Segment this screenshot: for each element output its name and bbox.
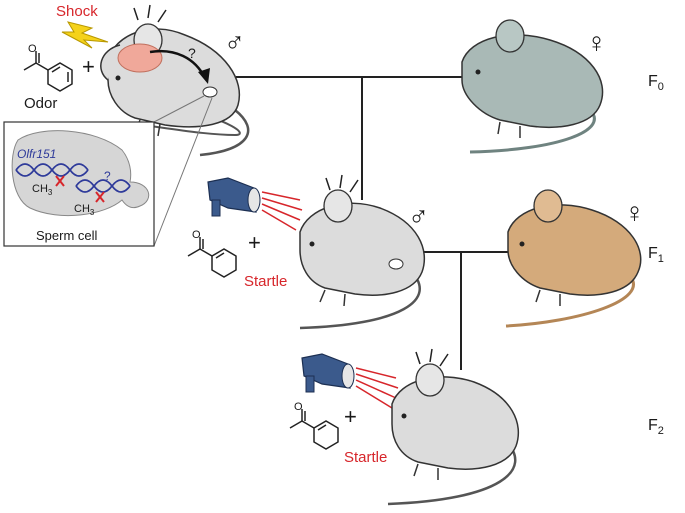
male-symbol-f1: ♂	[408, 201, 429, 232]
sperm-cell-label: Sperm cell	[36, 228, 98, 243]
methyl-label-2: CH3	[74, 203, 95, 217]
lightning-icon	[61, 21, 109, 49]
plus-f0: +	[82, 54, 95, 79]
acetophenone-molecule-icon	[289, 409, 339, 450]
brain-highlight	[117, 43, 163, 73]
generation-f0: F0	[648, 73, 664, 93]
sound-lines-f2	[355, 367, 399, 409]
pedigree-lines	[236, 76, 508, 370]
male-symbol-f0: ♂	[224, 27, 245, 58]
oxygen-atom-f1: O	[192, 229, 201, 241]
shock-label: Shock	[56, 3, 98, 20]
odor-label: Odor	[24, 95, 57, 112]
testis	[202, 86, 218, 98]
brain-question: ?	[188, 45, 196, 61]
acetophenone-molecule-icon	[23, 51, 73, 92]
oxygen-atom: O	[28, 43, 37, 55]
generation-f1: F1	[648, 245, 664, 265]
methyl-marks	[55, 175, 105, 203]
f2-mouse	[387, 348, 520, 506]
f0-male-mouse	[100, 4, 250, 157]
startle-label-f2: Startle	[344, 449, 387, 466]
f1-male-mouse	[299, 174, 426, 330]
methyl-label-1: CH3	[32, 183, 53, 197]
megaphone-icon	[207, 177, 261, 217]
megaphone-icon	[301, 353, 355, 393]
startle-marks	[133, 4, 167, 23]
sperm-cell-shape	[11, 130, 150, 217]
dna-helix-icon	[15, 163, 131, 193]
zoom-lines	[153, 95, 213, 247]
dna-question: ?	[104, 169, 111, 183]
f0-female-mouse	[461, 19, 604, 154]
female-symbol-f1: ♀	[624, 197, 645, 228]
gene-label: Olfr151	[17, 147, 56, 161]
oxygen-atom-f2: O	[294, 401, 303, 413]
eye	[115, 75, 121, 81]
sound-lines-f1	[261, 191, 303, 231]
acetophenone-molecule-icon	[187, 237, 237, 278]
plus-f2: +	[344, 404, 357, 429]
plus-f1: +	[248, 230, 261, 255]
female-symbol-f0: ♀	[586, 27, 607, 58]
startle-label-f1: Startle	[244, 273, 287, 290]
f1-female-mouse	[505, 189, 642, 328]
generation-f2: F2	[648, 417, 664, 437]
